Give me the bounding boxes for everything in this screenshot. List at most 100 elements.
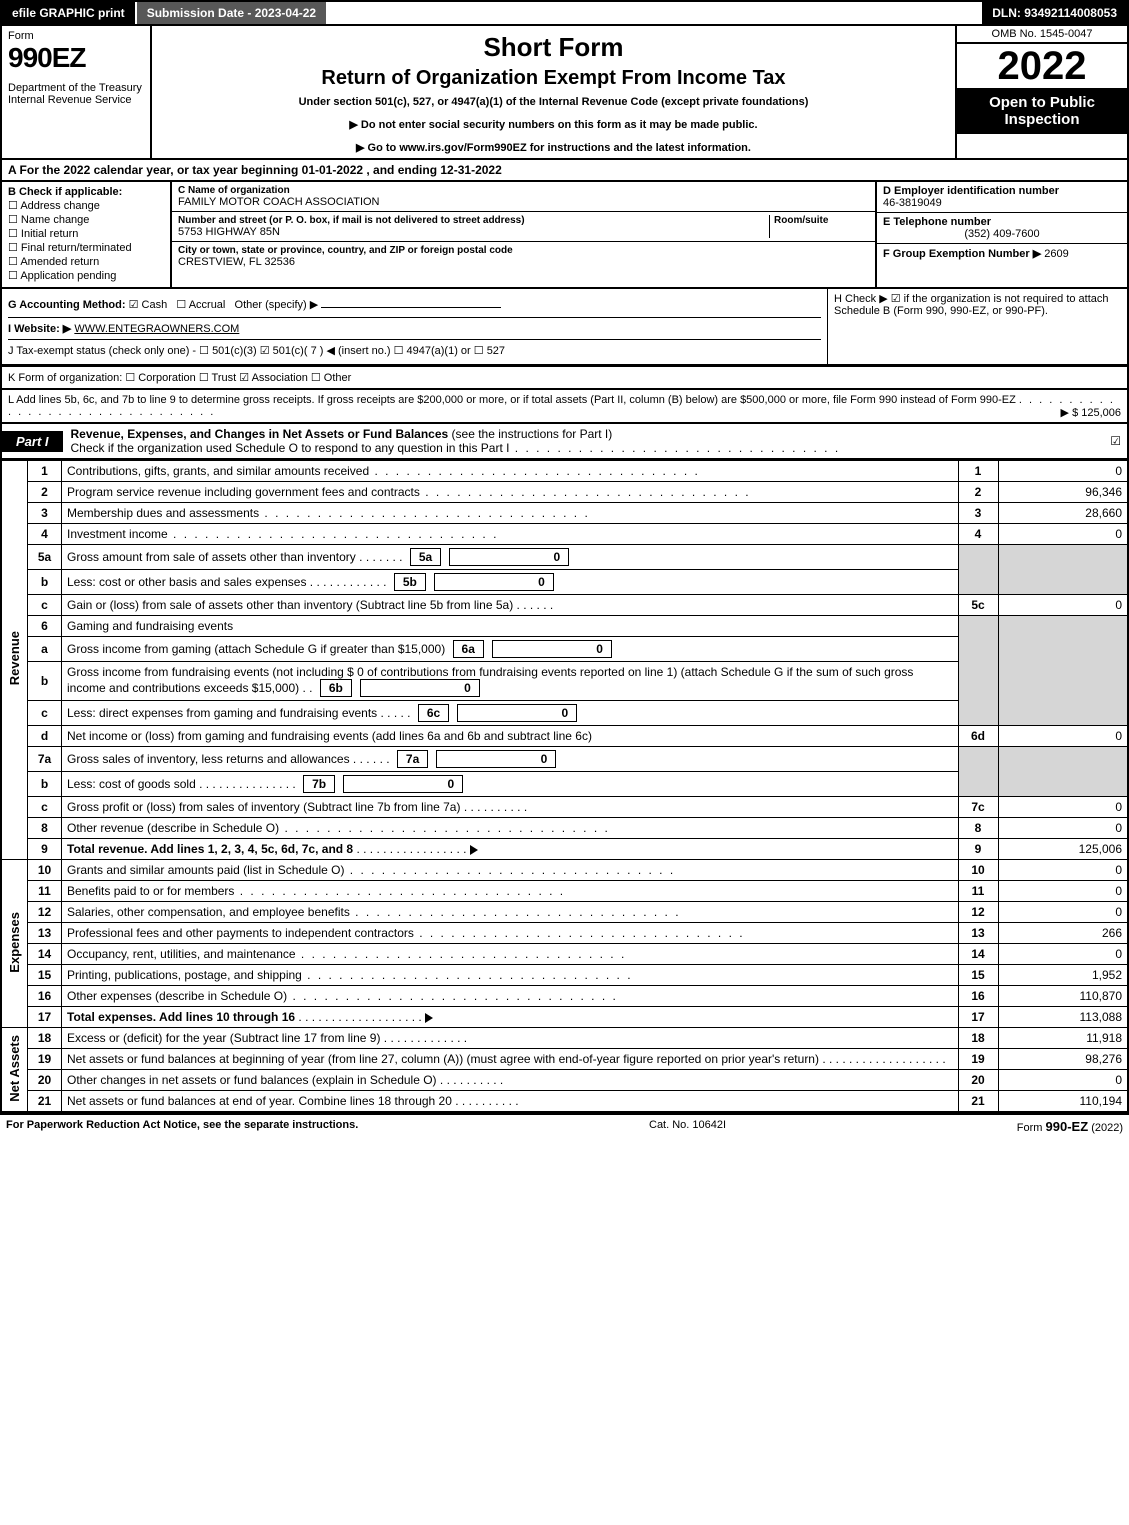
room-label: Room/suite	[774, 215, 869, 226]
line-5a-num: 5a	[28, 545, 62, 570]
line-21-ref: 21	[958, 1091, 998, 1113]
line-5b-desc: Less: cost or other basis and sales expe…	[67, 575, 306, 589]
line-7c-amt: 0	[998, 797, 1128, 818]
chk-application-pending[interactable]: ☐ Application pending	[8, 269, 164, 282]
part-1-check-o: Check if the organization used Schedule …	[71, 441, 510, 455]
line-14-ref: 14	[958, 944, 998, 965]
line-18-num: 18	[28, 1028, 62, 1049]
org-info-block: B Check if applicable: ☐ Address change …	[0, 182, 1129, 289]
line-5c-desc: Gain or (loss) from sale of assets other…	[67, 598, 513, 612]
line-19-num: 19	[28, 1049, 62, 1070]
line-7a-box: 7a	[397, 750, 428, 768]
line-6b-boxamt: 0	[360, 679, 480, 697]
part-1-title: Revenue, Expenses, and Changes in Net As…	[71, 427, 449, 441]
row-h-schedule-b: H Check ▶ ☑ if the organization is not r…	[827, 289, 1127, 364]
part-1-note: (see the instructions for Part I)	[452, 427, 613, 441]
line-16-ref: 16	[958, 986, 998, 1007]
efile-print-button[interactable]: efile GRAPHIC print	[2, 2, 137, 24]
line-5b-boxamt: 0	[434, 573, 554, 591]
paperwork-notice: For Paperwork Reduction Act Notice, see …	[6, 1119, 358, 1134]
line-12-amt: 0	[998, 902, 1128, 923]
line-7c-num: c	[28, 797, 62, 818]
line-6c-boxamt: 0	[457, 704, 577, 722]
chk-amended-return[interactable]: ☐ Amended return	[8, 255, 164, 268]
title-short-form: Short Form	[160, 32, 947, 63]
line-5b-box: 5b	[394, 573, 426, 591]
line-6-desc: Gaming and fundraising events	[62, 616, 959, 637]
line-15-amt: 1,952	[998, 965, 1128, 986]
line-3-ref: 3	[958, 503, 998, 524]
line-14-num: 14	[28, 944, 62, 965]
line-2-desc: Program service revenue including govern…	[67, 485, 420, 499]
omb-number: OMB No. 1545-0047	[957, 26, 1127, 44]
section-net-assets: Net Assets	[7, 1035, 22, 1102]
line-7b-num: b	[28, 772, 62, 797]
line-19-desc: Net assets or fund balances at beginning…	[67, 1052, 819, 1066]
city-state-zip: CRESTVIEW, FL 32536	[178, 256, 869, 268]
line-1-ref: 1	[958, 461, 998, 482]
line-4-desc: Investment income	[67, 527, 168, 541]
gross-receipts-amount: ▶ $ 125,006	[1061, 406, 1121, 419]
line-2-amt: 96,346	[998, 482, 1128, 503]
line-16-amt: 110,870	[998, 986, 1128, 1007]
line-6a-num: a	[28, 637, 62, 662]
line-12-num: 12	[28, 902, 62, 923]
line-4-amt: 0	[998, 524, 1128, 545]
line-9-num: 9	[28, 839, 62, 860]
ssn-note: ▶ Do not enter social security numbers o…	[160, 118, 947, 131]
chk-initial-return[interactable]: ☐ Initial return	[8, 227, 164, 240]
line-5a-box: 5a	[410, 548, 441, 566]
top-bar: efile GRAPHIC print Submission Date - 20…	[0, 0, 1129, 26]
telephone: (352) 409-7600	[883, 228, 1121, 240]
org-name-label: C Name of organization	[178, 185, 869, 196]
line-6d-desc: Net income or (loss) from gaming and fun…	[62, 726, 959, 747]
line-7b-box: 7b	[303, 775, 335, 793]
chk-name-change[interactable]: ☐ Name change	[8, 213, 164, 226]
instructions-link[interactable]: ▶ Go to www.irs.gov/Form990EZ for instru…	[160, 141, 947, 154]
line-3-desc: Membership dues and assessments	[67, 506, 259, 520]
line-6b-box: 6b	[320, 679, 352, 697]
line-6a-boxamt: 0	[492, 640, 612, 658]
schedule-o-checkbox[interactable]: ☑	[1110, 434, 1127, 448]
dln: DLN: 93492114008053	[982, 2, 1127, 24]
line-5c-amt: 0	[998, 595, 1128, 616]
line-19-ref: 19	[958, 1049, 998, 1070]
row-k-org-form: K Form of organization: ☐ Corporation ☐ …	[0, 366, 1129, 390]
ein: 46-3819049	[883, 197, 1121, 209]
line-5c-num: c	[28, 595, 62, 616]
chk-accrual[interactable]: ☐ Accrual	[176, 299, 225, 311]
chk-cash[interactable]: ☑ Cash	[129, 299, 168, 311]
group-exemption-number: 2609	[1044, 248, 1068, 260]
arrow-icon	[425, 1013, 433, 1023]
line-6c-box: 6c	[418, 704, 449, 722]
line-6d-num: d	[28, 726, 62, 747]
line-8-ref: 8	[958, 818, 998, 839]
line-10-num: 10	[28, 860, 62, 881]
line-16-num: 16	[28, 986, 62, 1007]
line-17-ref: 17	[958, 1007, 998, 1028]
chk-address-change[interactable]: ☐ Address change	[8, 199, 164, 212]
line-4-num: 4	[28, 524, 62, 545]
form-label: Form	[8, 30, 144, 42]
line-11-amt: 0	[998, 881, 1128, 902]
line-10-ref: 10	[958, 860, 998, 881]
line-20-desc: Other changes in net assets or fund bala…	[67, 1073, 437, 1087]
line-6a-desc: Gross income from gaming (attach Schedul…	[67, 642, 445, 656]
line-6c-num: c	[28, 701, 62, 726]
line-6d-ref: 6d	[958, 726, 998, 747]
line-17-num: 17	[28, 1007, 62, 1028]
website-url[interactable]: WWW.ENTEGRAOWNERS.COM	[74, 323, 239, 335]
chk-final-return[interactable]: ☐ Final return/terminated	[8, 241, 164, 254]
line-6a-box: 6a	[453, 640, 484, 658]
line-18-desc: Excess or (deficit) for the year (Subtra…	[67, 1031, 380, 1045]
line-1-amt: 0	[998, 461, 1128, 482]
line-20-num: 20	[28, 1070, 62, 1091]
accounting-other[interactable]: Other (specify) ▶	[235, 299, 319, 311]
line-15-num: 15	[28, 965, 62, 986]
line-13-num: 13	[28, 923, 62, 944]
line-17-desc: Total expenses. Add lines 10 through 16	[67, 1010, 295, 1024]
line-10-amt: 0	[998, 860, 1128, 881]
row-g-label: G Accounting Method:	[8, 299, 126, 311]
line-10-desc: Grants and similar amounts paid (list in…	[67, 863, 344, 877]
line-21-amt: 110,194	[998, 1091, 1128, 1113]
